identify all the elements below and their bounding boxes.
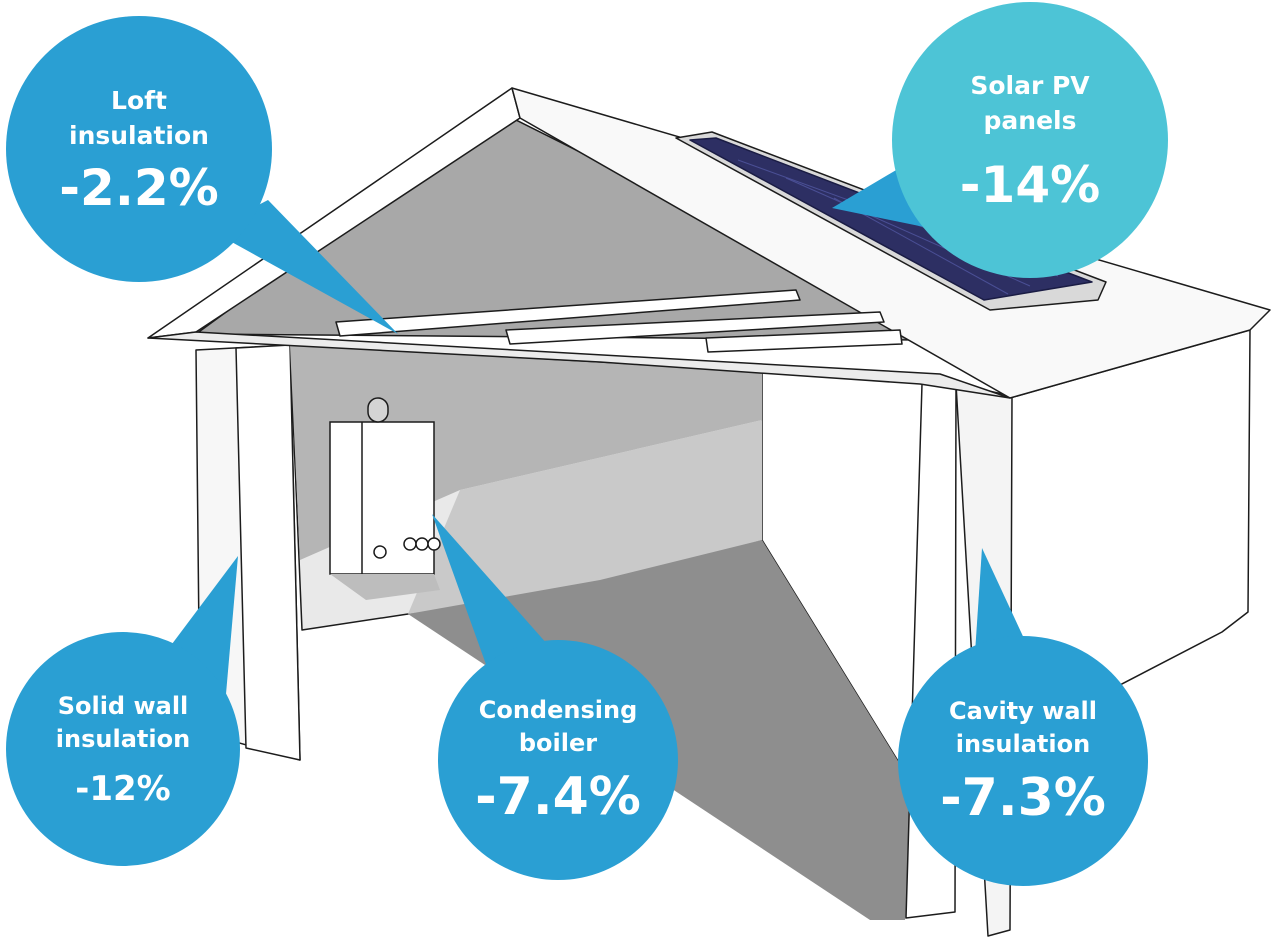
solid-wall-value: -12% (75, 768, 171, 809)
loft-callout-tail (210, 200, 398, 334)
solar-value: -14% (959, 155, 1101, 214)
condensing-boiler-callout: Condensing boiler -7.4% (438, 640, 678, 880)
loft-joist-3 (705, 329, 903, 353)
loft-value: -2.2% (59, 158, 219, 217)
solid-wall-insulation-callout: Solid wall insulation -12% (6, 632, 240, 866)
solid-wall-label-line2: insulation (55, 725, 191, 754)
loft-joist-2 (505, 311, 885, 345)
roof-underside (147, 331, 1011, 399)
boiler-label-line2: boiler (518, 729, 598, 758)
cavity-wall-label-line1: Cavity wall (949, 696, 1097, 725)
wall-shadow (408, 420, 762, 614)
boiler-value: -7.4% (475, 767, 641, 827)
loft-joist-1 (335, 289, 801, 337)
boiler-icon (329, 397, 441, 600)
loft-label-line1: Loft (111, 85, 167, 115)
solar-label-line1: Solar PV (970, 70, 1090, 100)
cavity-wall-label-line2: insulation (955, 730, 1091, 759)
loft-insulation-callout: Loft insulation -2.2% (6, 16, 272, 282)
solar-pv-callout: Solar PV panels -14% (892, 2, 1168, 278)
front-pillar-left (235, 344, 301, 761)
cavity-wall-value: -7.3% (940, 768, 1106, 828)
boiler-callout-tail (432, 514, 556, 670)
cavity-wall-insulation-callout: Cavity wall insulation -7.3% (898, 636, 1148, 886)
solar-label-line2: panels (983, 105, 1077, 135)
loft-label-line2: insulation (69, 120, 209, 150)
solid-wall-label-line1: Solid wall (57, 691, 189, 720)
boiler-label-line1: Condensing (478, 695, 638, 724)
